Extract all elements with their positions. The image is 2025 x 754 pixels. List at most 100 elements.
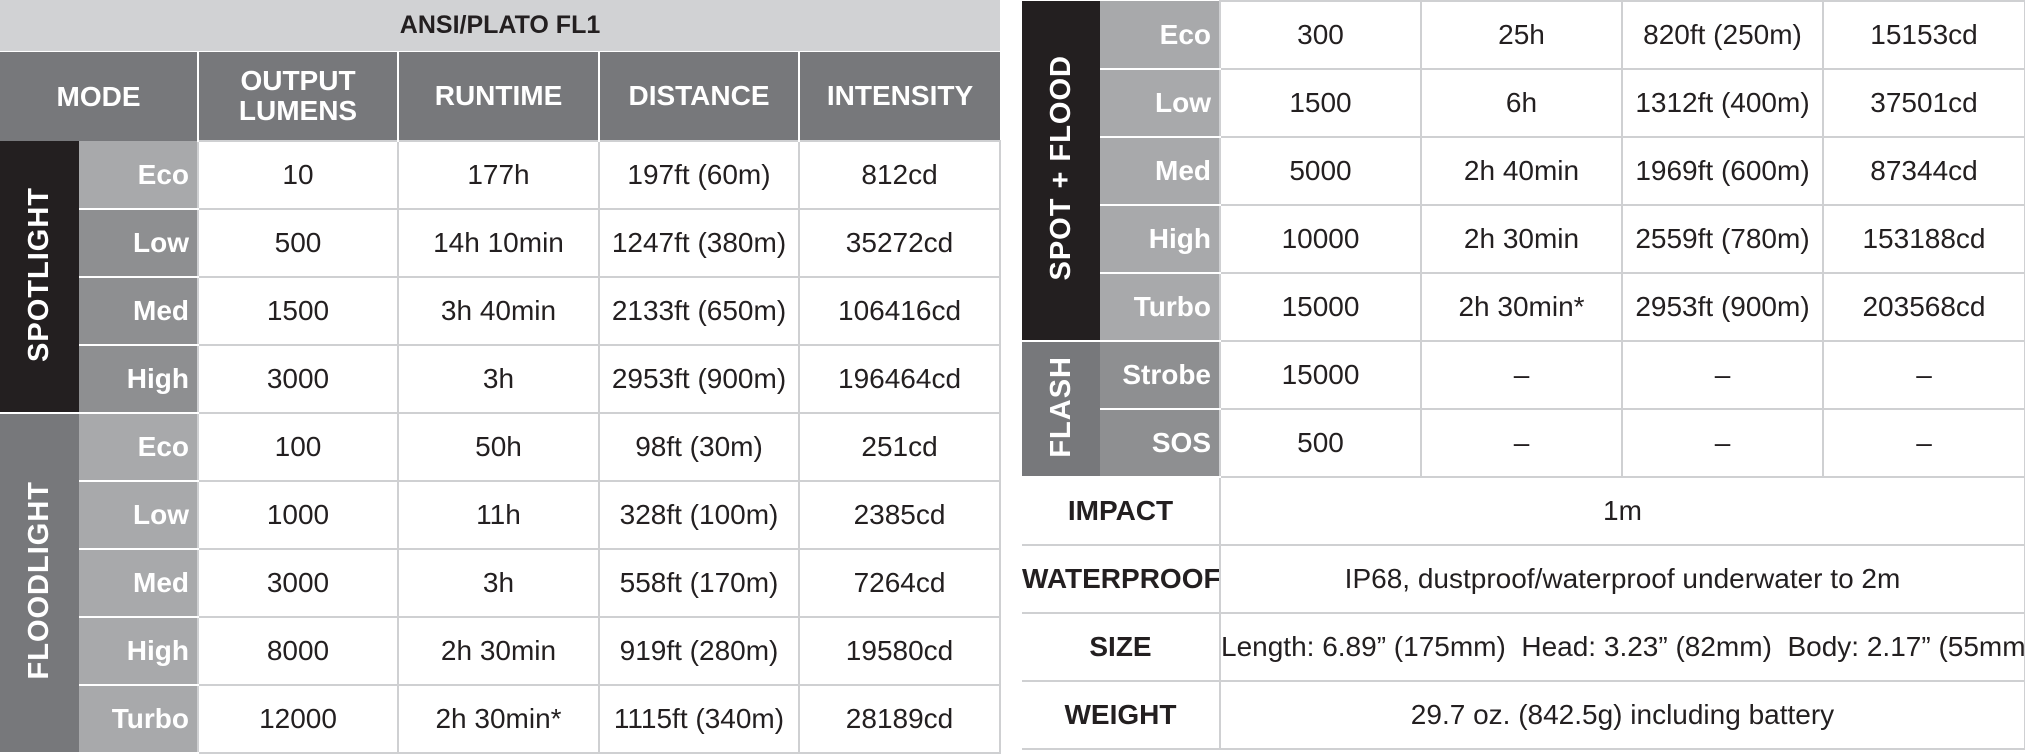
table-row: Med 3000 3h 558ft (170m) 7264cd [0,548,1002,618]
table-row: Turbo 15000 2h 30min* 2953ft (900m) 2035… [1022,272,2025,342]
intensity-cell: 812cd [797,140,1002,210]
mode-cell: Low [79,209,198,278]
distance-cell: 919ft (280m) [598,616,800,686]
spec-label-size: SIZE [1022,612,1220,682]
table-row: Low 500 14h 10min 1247ft (380m) 35272cd [0,208,1002,278]
performance-table-left: ANSI/PLATO FL1 MODE OUTPUT LUMENS RUNTIM… [0,0,1002,754]
runtime-cell: 25h [1420,0,1623,70]
mode-cell: Low [1100,69,1220,138]
intensity-cell: 203568cd [1822,272,2025,342]
output-cell: 3000 [197,344,399,414]
output-cell: 10000 [1219,204,1422,274]
spec-value-impact: 1m [1219,476,2025,546]
intensity-cell: 7264cd [797,548,1002,618]
distance-cell: 2953ft (900m) [1621,272,1824,342]
runtime-cell: 2h 30min [397,616,600,686]
table-row: Low 1000 11h 328ft (100m) 2385cd [0,480,1002,550]
table-row: High 10000 2h 30min 2559ft (780m) 153188… [1022,204,2025,274]
mode-cell: Med [79,277,198,346]
group-label: FLASH [1044,355,1077,458]
output-cell: 5000 [1219,136,1422,206]
runtime-cell: 50h [397,412,600,482]
runtime-cell: – [1420,340,1623,410]
table-row: SPOT + FLOOD Eco 300 25h 820ft (250m) 15… [1022,0,2025,342]
distance-cell: 328ft (100m) [598,480,800,550]
table-row: Med 1500 3h 40min 2133ft (650m) 106416cd [0,276,1002,346]
distance-cell: 98ft (30m) [598,412,800,482]
group-floodlight: FLOODLIGHT [0,413,79,754]
output-cell: 10 [197,140,399,210]
distance-cell: 2953ft (900m) [598,344,800,414]
header-output: OUTPUT LUMENS [198,51,399,141]
intensity-cell: 19580cd [797,616,1002,686]
distance-cell: 2133ft (650m) [598,276,800,346]
header-intensity: INTENSITY [799,51,1001,141]
intensity-cell: 196464cd [797,344,1002,414]
table-row: High 3000 3h 2953ft (900m) 196464cd [0,344,1002,414]
mode-cell: SOS [1100,409,1220,478]
table-row: Turbo 12000 2h 30min* 1115ft (340m) 2818… [0,684,1002,754]
output-cell: 1500 [1219,68,1422,138]
mode-cell: Strobe [1100,341,1220,410]
intensity-cell: 87344cd [1822,136,2025,206]
spec-row: IMPACT 1m [1022,476,2025,546]
mode-cell: Turbo [79,685,198,754]
distance-cell: 1312ft (400m) [1621,68,1824,138]
output-cell: 1000 [197,480,399,550]
runtime-cell: – [1420,408,1623,478]
runtime-cell: 2h 30min [1420,204,1623,274]
mode-cell: Eco [79,141,198,210]
intensity-cell: 251cd [797,412,1002,482]
table-row: SPOTLIGHT Eco 10 177h 197ft (60m) 812cd [0,140,1002,414]
output-cell: 3000 [197,548,399,618]
intensity-cell: 106416cd [797,276,1002,346]
runtime-cell: 6h [1420,68,1623,138]
table-title: ANSI/PLATO FL1 [0,0,1001,52]
output-cell: 15000 [1219,272,1422,342]
runtime-cell: 11h [397,480,600,550]
mode-cell: High [79,617,198,686]
output-cell: 100 [197,412,399,482]
intensity-cell: 2385cd [797,480,1002,550]
runtime-cell: 14h 10min [397,208,600,278]
runtime-cell: 3h 40min [397,276,600,346]
mode-cell: Med [1100,137,1220,206]
distance-cell: – [1621,408,1824,478]
header-mode: MODE [0,51,199,141]
table-row: Med 5000 2h 40min 1969ft (600m) 87344cd [1022,136,2025,206]
output-cell: 500 [197,208,399,278]
intensity-cell: – [1822,340,2025,410]
runtime-cell: 2h 30min* [1420,272,1623,342]
spec-row: WATERPROOF IP68, dustproof/waterproof un… [1022,544,2025,614]
group-label: SPOT + FLOOD [1044,55,1077,281]
intensity-cell: 28189cd [797,684,1002,754]
intensity-cell: – [1822,408,2025,478]
distance-cell: – [1621,340,1824,410]
distance-cell: 2559ft (780m) [1621,204,1824,274]
table-row: Low 1500 6h 1312ft (400m) 37501cd [1022,68,2025,138]
distance-cell: 820ft (250m) [1621,0,1824,70]
group-spot-flood: SPOT + FLOOD [1022,1,1100,342]
distance-cell: 1247ft (380m) [598,208,800,278]
spec-label-weight: WEIGHT [1022,680,1220,750]
header-output-line1: OUTPUT [240,65,356,96]
distance-cell: 1115ft (340m) [598,684,800,754]
output-cell: 500 [1219,408,1422,478]
group-label: FLOODLIGHT [23,481,55,680]
intensity-cell: 15153cd [1822,0,2025,70]
table-row: SOS 500 – – – [1022,408,2025,478]
distance-cell: 558ft (170m) [598,548,800,618]
spec-label-waterproof: WATERPROOF [1022,544,1220,614]
output-cell: 300 [1219,0,1422,70]
table-row: High 8000 2h 30min 919ft (280m) 19580cd [0,616,1002,686]
spec-value-weight: 29.7 oz. (842.5g) including battery [1219,680,2025,750]
header-output-line2: LUMENS [238,95,358,126]
runtime-cell: 3h [397,344,600,414]
performance-table-right: SPOT + FLOOD Eco 300 25h 820ft (250m) 15… [1022,0,2025,750]
table-row: FLASH Strobe 15000 – – – [1022,340,2025,478]
mode-cell: Med [79,549,198,618]
output-cell: 12000 [197,684,399,754]
header-runtime: RUNTIME [398,51,600,141]
spec-row: WEIGHT 29.7 oz. (842.5g) including batte… [1022,680,2025,750]
